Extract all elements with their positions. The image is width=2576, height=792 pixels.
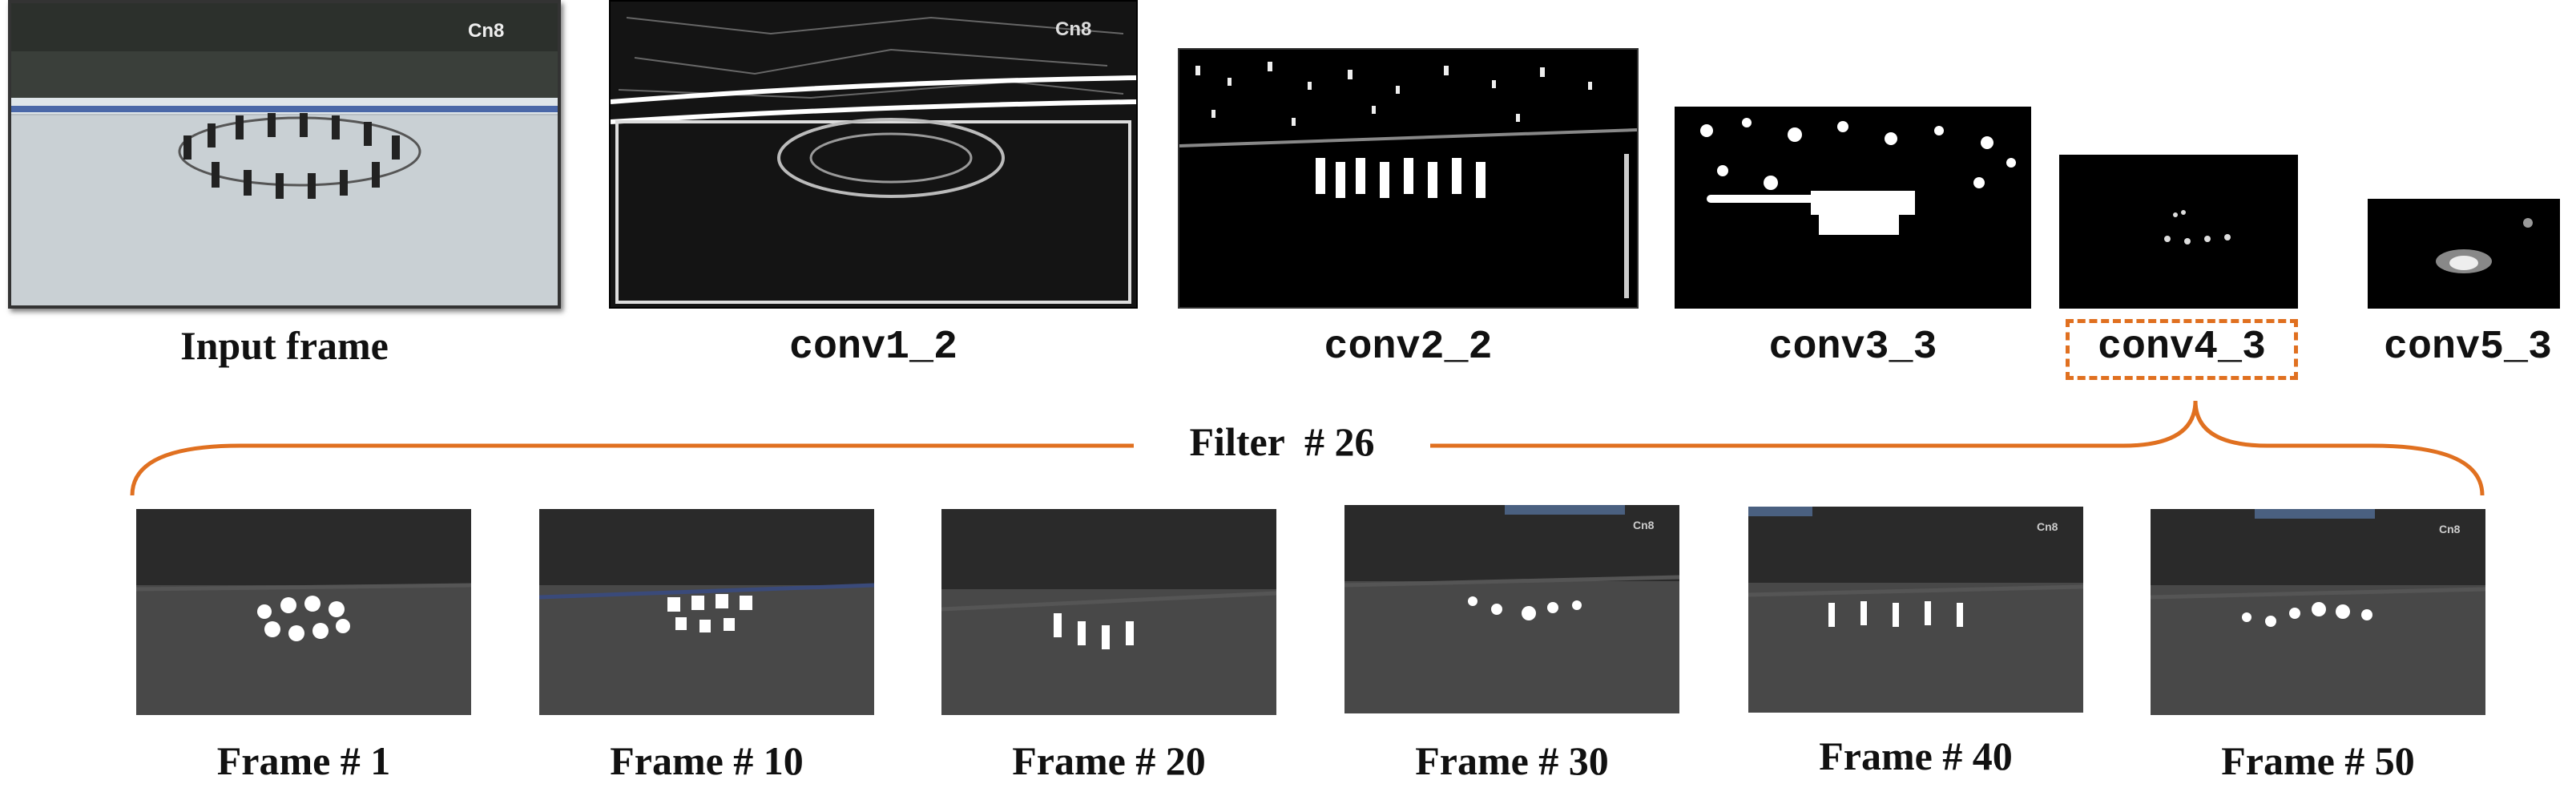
svg-text:Cn8: Cn8 [1633, 519, 1655, 531]
conv2-2-feature-map [1178, 48, 1639, 309]
svg-text:Cn8: Cn8 [2439, 523, 2461, 535]
conv5-3-label: conv5_3 [2383, 325, 2553, 370]
svg-text:Cn8: Cn8 [1055, 18, 1091, 40]
conv3-3-feature-map [1675, 107, 2031, 309]
frame-30-label: Frame # 30 [1415, 738, 1609, 783]
conv1-2-feature-map: Cn8 [609, 0, 1138, 309]
frame-50-activation: Cn8 [2151, 509, 2485, 715]
watermark-text: Cn8 [468, 20, 504, 42]
input-frame-label: Input frame [180, 323, 389, 368]
conv2-2-label: conv2_2 [1324, 325, 1493, 370]
svg-text:Cn8: Cn8 [2037, 520, 2058, 533]
frame-40-label: Frame # 40 [1819, 733, 2013, 778]
conv1-2-label: conv1_2 [788, 325, 958, 370]
input-frame-image: Cn8 [8, 0, 561, 309]
frame-10-activation [539, 509, 874, 715]
frame-10-label: Frame # 10 [610, 738, 804, 783]
conv4-3-label: conv4_3 [2097, 325, 2267, 370]
frame-40-activation: Cn8 [1748, 507, 2083, 713]
filter-brace [130, 400, 2485, 496]
frame-1-label: Frame # 1 [216, 738, 391, 783]
conv4-3-feature-map [2059, 155, 2298, 309]
conv4-3-highlight-box [2066, 319, 2298, 380]
frame-20-activation [941, 509, 1276, 715]
filter-label: Filter # 26 [1189, 419, 1375, 464]
frame-30-activation: Cn8 [1344, 505, 1679, 713]
frame-20-label: Frame # 20 [1012, 738, 1206, 783]
conv3-3-label: conv3_3 [1768, 325, 1937, 370]
frame-50-label: Frame # 50 [2221, 738, 2415, 783]
frame-1-activation [136, 509, 471, 715]
conv5-3-feature-map [2368, 199, 2560, 309]
